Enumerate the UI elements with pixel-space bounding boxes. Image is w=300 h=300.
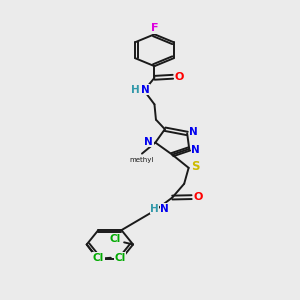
Text: N: N (191, 145, 200, 155)
Text: Cl: Cl (110, 234, 121, 244)
Text: O: O (194, 192, 203, 202)
Text: F: F (151, 23, 158, 33)
Text: H: H (131, 85, 140, 95)
Text: H: H (150, 204, 159, 214)
Text: N: N (189, 127, 198, 137)
Text: S: S (191, 160, 200, 173)
Text: N: N (160, 204, 169, 214)
Text: Cl: Cl (114, 253, 125, 263)
Text: N: N (141, 85, 150, 95)
Text: N: N (144, 137, 153, 147)
Text: Cl: Cl (93, 253, 104, 262)
Text: O: O (175, 72, 184, 82)
Text: methyl: methyl (129, 158, 154, 164)
